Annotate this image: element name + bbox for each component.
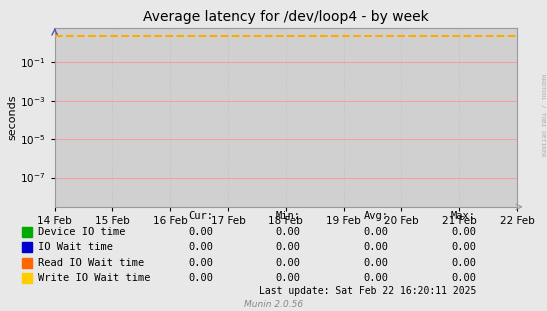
Text: Write IO Wait time: Write IO Wait time [38,273,151,283]
Text: Cur:: Cur: [188,211,213,221]
Text: Munin 2.0.56: Munin 2.0.56 [244,300,303,309]
Text: 0.00: 0.00 [363,273,388,283]
Text: 0.00: 0.00 [276,242,301,252]
Text: 0.00: 0.00 [276,227,301,237]
Text: 0.00: 0.00 [188,273,213,283]
Text: 0.00: 0.00 [188,227,213,237]
Text: 0.00: 0.00 [451,227,476,237]
Text: 0.00: 0.00 [276,273,301,283]
Text: 0.00: 0.00 [363,258,388,268]
Text: Avg:: Avg: [363,211,388,221]
Text: 0.00: 0.00 [363,242,388,252]
Y-axis label: seconds: seconds [8,95,18,140]
Text: RRDTOOL / TOBI OETIKER: RRDTOOL / TOBI OETIKER [541,74,546,156]
Text: IO Wait time: IO Wait time [38,242,113,252]
Text: 0.00: 0.00 [188,242,213,252]
Text: 0.00: 0.00 [451,273,476,283]
Text: 0.00: 0.00 [276,258,301,268]
Text: Device IO time: Device IO time [38,227,126,237]
Text: Last update: Sat Feb 22 16:20:11 2025: Last update: Sat Feb 22 16:20:11 2025 [259,286,476,296]
Text: Max:: Max: [451,211,476,221]
Text: 0.00: 0.00 [451,242,476,252]
Title: Average latency for /dev/loop4 - by week: Average latency for /dev/loop4 - by week [143,10,429,24]
Text: 0.00: 0.00 [363,227,388,237]
Text: 0.00: 0.00 [188,258,213,268]
Text: Read IO Wait time: Read IO Wait time [38,258,144,268]
Text: 0.00: 0.00 [451,258,476,268]
Text: Min:: Min: [276,211,301,221]
